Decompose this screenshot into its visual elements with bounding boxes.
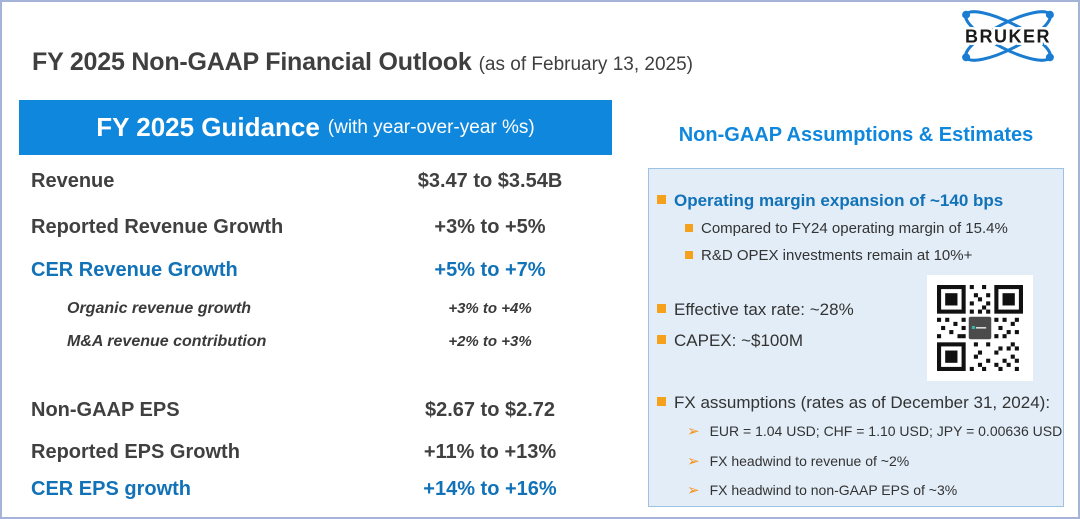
- row-value: +2% to +3%: [448, 333, 532, 350]
- list-item-text: Effective tax rate: ~28%: [674, 300, 854, 319]
- row-label: Reported EPS Growth: [31, 441, 240, 463]
- list-item-fy24-margin: Compared to FY24 operating margin of 15.…: [649, 220, 1063, 238]
- square-bullet-icon: [657, 195, 666, 204]
- list-item-fx-revenue-headwind: ➢ FX headwind to revenue of ~2%: [649, 452, 1063, 471]
- list-item-text: FX headwind to revenue of ~2%: [709, 453, 910, 469]
- row-label: Non-GAAP EPS: [31, 399, 180, 421]
- table-row-non-gaap-eps: Non-GAAP EPS $2.67 to $2.72: [19, 396, 612, 424]
- guidance-banner: FY 2025 Guidance (with year-over-year %s…: [19, 100, 612, 155]
- list-item-text: EUR = 1.04 USD; CHF = 1.10 USD; JPY = 0.…: [709, 423, 1063, 439]
- bruker-logo: BRUKER: [952, 8, 1064, 64]
- page-title-suffix: (as of February 13, 2025): [478, 54, 693, 75]
- square-bullet-icon: [657, 397, 666, 406]
- guidance-table: Revenue $3.47 to $3.54B Reported Revenue…: [19, 155, 612, 517]
- arrow-bullet-icon: ➢: [687, 453, 700, 470]
- row-label: Revenue: [31, 170, 115, 192]
- row-label: CER EPS growth: [31, 478, 192, 500]
- square-bullet-icon: [657, 304, 666, 313]
- list-item-fx-assumptions: FX assumptions (rates as of December 31,…: [649, 393, 1063, 413]
- guidance-heading-suffix: (with year-over-year %s): [327, 116, 535, 138]
- square-bullet-icon: [685, 251, 693, 259]
- arrow-bullet-icon: ➢: [687, 482, 700, 499]
- list-item-text: Compared to FY24 operating margin of 15.…: [701, 220, 1008, 237]
- bruker-logo-icon: BRUKER: [962, 10, 1054, 62]
- page-title-main: FY 2025 Non-GAAP Financial Outlook: [32, 48, 472, 76]
- row-label: M&A revenue contribution: [67, 333, 267, 350]
- table-row-cer-revenue-growth: CER Revenue Growth +5% to +7%: [19, 256, 612, 284]
- qr-code: [927, 275, 1033, 381]
- list-item-fx-rates: ➢ EUR = 1.04 USD; CHF = 1.10 USD; JPY = 0…: [649, 422, 1063, 441]
- list-item-text: CAPEX: ~$100M: [674, 331, 803, 350]
- table-row-reported-revenue-growth: Reported Revenue Growth +3% to +5%: [19, 213, 612, 241]
- table-row-reported-eps-growth: Reported EPS Growth +11% to +13%: [19, 438, 612, 466]
- list-item-fx-eps-headwind: ➢ FX headwind to non-GAAP EPS of ~3%: [649, 481, 1063, 500]
- page-title: FY 2025 Non-GAAP Financial Outlook (as of…: [32, 48, 693, 77]
- assumptions-panel: Operating margin expansion of ~140 bps C…: [648, 168, 1064, 507]
- row-value: +3% to +5%: [434, 216, 546, 238]
- row-value: +3% to +4%: [448, 300, 532, 317]
- qr-code-icon: [937, 285, 1023, 371]
- list-item-rd-opex: R&D OPEX investments remain at 10%+: [649, 247, 1063, 265]
- row-label: Reported Revenue Growth: [31, 216, 284, 238]
- square-bullet-icon: [657, 335, 666, 344]
- row-value: +14% to +16%: [423, 478, 557, 500]
- list-item-text: FX assumptions (rates as of December 31,…: [674, 393, 1051, 412]
- assumptions-heading: Non-GAAP Assumptions & Estimates: [678, 124, 1034, 146]
- table-row-revenue: Revenue $3.47 to $3.54B: [19, 167, 612, 195]
- row-value: +5% to +7%: [434, 259, 546, 281]
- list-item-tax-rate: Effective tax rate: ~28%: [649, 300, 1063, 320]
- list-item-text: R&D OPEX investments remain at 10%+: [701, 247, 973, 264]
- row-value: $2.67 to $2.72: [424, 399, 556, 421]
- guidance-heading: FY 2025 Guidance: [96, 112, 320, 142]
- list-item-capex: CAPEX: ~$100M: [649, 331, 1063, 351]
- table-row-ma-revenue-contribution: M&A revenue contribution +2% to +3%: [19, 330, 612, 354]
- bruker-logo-text: BRUKER: [965, 27, 1051, 47]
- row-label: Organic revenue growth: [67, 300, 252, 317]
- list-item-text: Operating margin expansion of ~140 bps: [674, 191, 1004, 210]
- list-item-text: FX headwind to non-GAAP EPS of ~3%: [709, 482, 958, 498]
- row-label: CER Revenue Growth: [31, 259, 238, 281]
- table-row-cer-eps-growth: CER EPS growth +14% to +16%: [19, 475, 612, 503]
- row-value: +11% to +13%: [423, 441, 557, 463]
- arrow-bullet-icon: ➢: [687, 423, 700, 440]
- table-row-organic-revenue-growth: Organic revenue growth +3% to +4%: [19, 297, 612, 321]
- row-value: $3.47 to $3.54B: [417, 170, 563, 192]
- square-bullet-icon: [685, 224, 693, 232]
- list-item-operating-margin: Operating margin expansion of ~140 bps: [649, 191, 1063, 211]
